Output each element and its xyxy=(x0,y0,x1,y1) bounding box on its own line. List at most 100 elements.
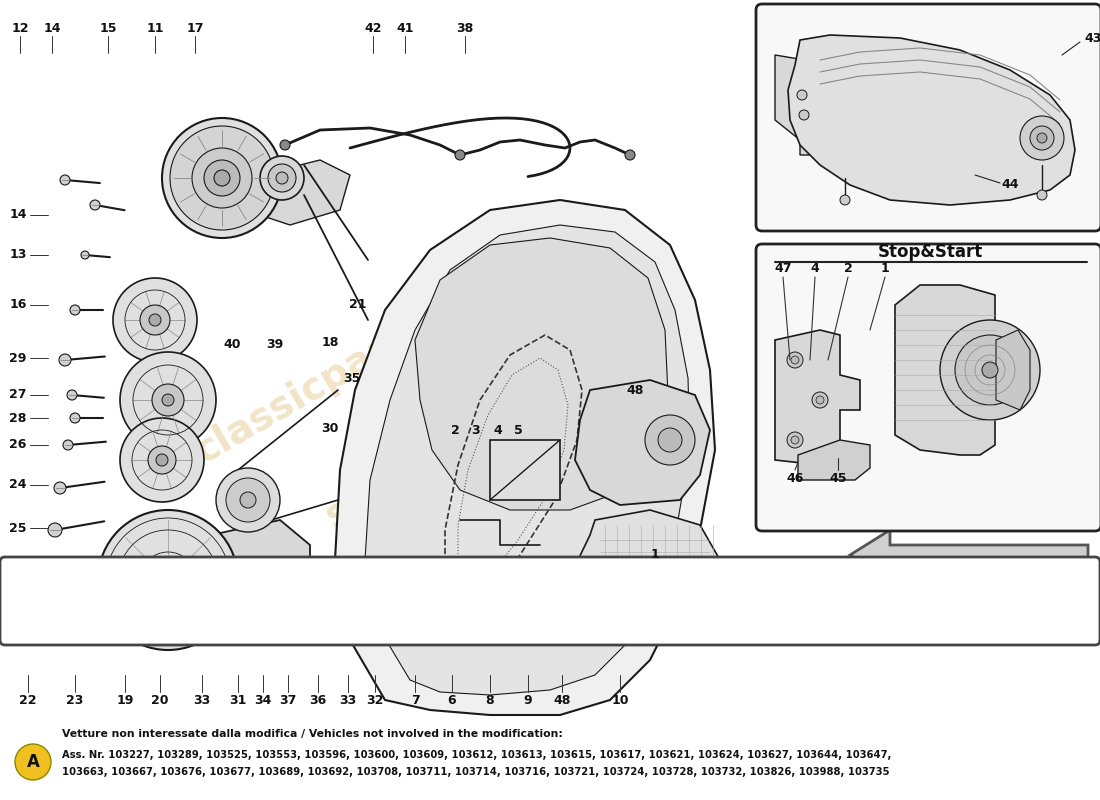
Circle shape xyxy=(148,314,161,326)
Text: 1: 1 xyxy=(650,549,659,562)
Circle shape xyxy=(1030,126,1054,150)
Circle shape xyxy=(798,90,807,100)
Circle shape xyxy=(786,352,803,368)
Circle shape xyxy=(156,454,168,466)
Text: 7: 7 xyxy=(410,694,419,706)
Circle shape xyxy=(1020,116,1064,160)
Circle shape xyxy=(204,160,240,196)
Circle shape xyxy=(799,110,808,120)
Circle shape xyxy=(120,352,216,448)
Text: 33: 33 xyxy=(340,694,356,706)
Text: 1: 1 xyxy=(881,262,890,274)
Text: Ass. Nr. 103227, 103289, 103525, 103553, 103596, 103600, 103609, 103612, 103613,: Ass. Nr. 103227, 103289, 103525, 103553,… xyxy=(62,750,891,760)
Circle shape xyxy=(60,175,70,185)
Text: 3: 3 xyxy=(471,423,480,437)
Text: 4: 4 xyxy=(811,262,819,274)
Circle shape xyxy=(240,492,256,508)
Text: 48: 48 xyxy=(626,383,644,397)
Text: 41: 41 xyxy=(396,22,414,34)
Text: 39: 39 xyxy=(266,338,284,351)
Circle shape xyxy=(645,415,695,465)
Text: 43: 43 xyxy=(1085,31,1100,45)
Polygon shape xyxy=(895,285,996,455)
Polygon shape xyxy=(776,330,860,465)
Text: 37: 37 xyxy=(279,694,297,706)
Text: classicparts: classicparts xyxy=(188,309,432,471)
Text: 6: 6 xyxy=(448,694,456,706)
Circle shape xyxy=(152,384,184,416)
Text: 20: 20 xyxy=(152,694,168,706)
FancyBboxPatch shape xyxy=(756,244,1100,531)
Circle shape xyxy=(120,418,204,502)
Text: 25: 25 xyxy=(9,522,26,534)
Polygon shape xyxy=(165,520,310,640)
Text: 38: 38 xyxy=(456,22,474,34)
FancyBboxPatch shape xyxy=(756,4,1100,231)
Circle shape xyxy=(786,432,803,448)
Text: 48: 48 xyxy=(553,694,571,706)
Circle shape xyxy=(148,446,176,474)
Circle shape xyxy=(214,170,230,186)
Text: 28: 28 xyxy=(9,411,26,425)
Circle shape xyxy=(816,396,824,404)
Circle shape xyxy=(15,744,51,780)
Circle shape xyxy=(113,278,197,362)
Text: 34: 34 xyxy=(254,694,272,706)
Text: 11: 11 xyxy=(146,22,164,34)
Text: 5: 5 xyxy=(514,423,522,437)
Circle shape xyxy=(70,413,80,423)
Text: 32: 32 xyxy=(366,694,384,706)
Text: 4: 4 xyxy=(494,423,503,437)
Circle shape xyxy=(1037,133,1047,143)
Circle shape xyxy=(955,335,1025,405)
Text: 16: 16 xyxy=(9,298,26,311)
Circle shape xyxy=(812,392,828,408)
Polygon shape xyxy=(336,200,715,715)
Circle shape xyxy=(98,510,238,650)
Text: 33: 33 xyxy=(194,694,210,706)
Text: 35: 35 xyxy=(343,371,361,385)
Circle shape xyxy=(982,362,998,378)
Circle shape xyxy=(67,390,77,400)
Circle shape xyxy=(276,172,288,184)
Circle shape xyxy=(63,440,73,450)
Text: 103663, 103667, 103676, 103677, 103689, 103692, 103708, 103711, 103714, 103716, : 103663, 103667, 103676, 103677, 103689, … xyxy=(62,767,890,777)
Circle shape xyxy=(90,200,100,210)
Text: Vetture non interessate dalla modifica / Vehicles not involved in the modificati: Vetture non interessate dalla modifica /… xyxy=(62,729,563,739)
Circle shape xyxy=(455,150,465,160)
Text: 8: 8 xyxy=(486,694,494,706)
Circle shape xyxy=(658,428,682,452)
Polygon shape xyxy=(798,440,870,480)
Circle shape xyxy=(170,126,274,230)
Text: 15: 15 xyxy=(99,22,117,34)
Text: 47: 47 xyxy=(774,262,792,274)
Text: 36: 36 xyxy=(309,694,327,706)
Circle shape xyxy=(226,478,270,522)
Circle shape xyxy=(48,523,62,537)
Text: 10: 10 xyxy=(612,694,629,706)
Circle shape xyxy=(70,305,80,315)
Text: 2: 2 xyxy=(451,423,460,437)
Text: 9: 9 xyxy=(524,694,532,706)
Text: 29: 29 xyxy=(9,351,26,365)
Polygon shape xyxy=(365,225,690,695)
Text: 40: 40 xyxy=(223,338,241,351)
Text: 14: 14 xyxy=(9,209,26,222)
Text: 31: 31 xyxy=(229,694,246,706)
Circle shape xyxy=(625,150,635,160)
Text: 27: 27 xyxy=(9,389,26,402)
Text: 26: 26 xyxy=(9,438,26,451)
Text: 14: 14 xyxy=(43,22,60,34)
Text: A: A xyxy=(26,753,40,771)
Polygon shape xyxy=(578,510,720,625)
Text: 12: 12 xyxy=(11,22,29,34)
Text: Stop&Start: Stop&Start xyxy=(878,243,982,261)
Text: 23: 23 xyxy=(66,694,84,706)
Text: 30: 30 xyxy=(321,422,339,434)
Text: 46: 46 xyxy=(786,471,804,485)
Polygon shape xyxy=(490,440,560,500)
Circle shape xyxy=(192,148,252,208)
Circle shape xyxy=(280,140,290,150)
Circle shape xyxy=(840,195,850,205)
Circle shape xyxy=(59,354,72,366)
